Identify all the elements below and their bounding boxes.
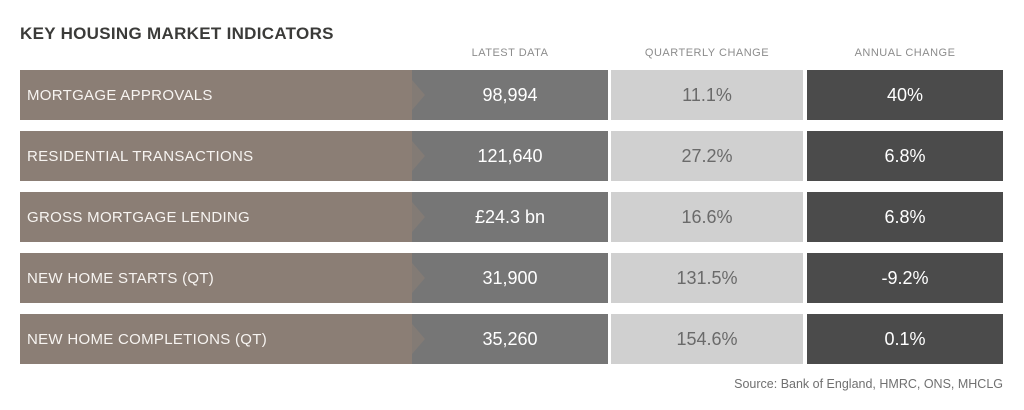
table-row-mortgage-approvals: MORTGAGE APPROVALS 98,994 11.1% 40%: [20, 70, 1003, 120]
arrow-right-icon: [412, 141, 425, 171]
column-header-quarterly-change: QUARTERLY CHANGE: [644, 47, 770, 59]
column-header-latest-data: LATEST DATA: [471, 47, 549, 59]
arrow-right-icon: [412, 263, 425, 293]
arrow-right-icon: [412, 324, 425, 354]
quarterly-change-value: 11.1%: [611, 70, 803, 120]
arrow-right-icon: [412, 80, 425, 110]
row-label: GROSS MORTGAGE LENDING: [20, 192, 425, 242]
table-row-new-home-completions: NEW HOME COMPLETIONS (QT) 35,260 154.6% …: [20, 314, 1003, 364]
annual-change-value: 40%: [807, 70, 1003, 120]
latest-data-value: 31,900: [412, 253, 608, 303]
quarterly-change-value: 16.6%: [611, 192, 803, 242]
column-header-row: LATEST DATA QUARTERLY CHANGE ANNUAL CHAN…: [20, 46, 1003, 60]
quarterly-change-value: 27.2%: [611, 131, 803, 181]
housing-indicators-infographic: KEY HOUSING MARKET INDICATORS LATEST DAT…: [0, 24, 1024, 410]
latest-data-value: 98,994: [412, 70, 608, 120]
table-row-new-home-starts: NEW HOME STARTS (QT) 31,900 131.5% -9.2%: [20, 253, 1003, 303]
annual-change-value: 6.8%: [807, 192, 1003, 242]
latest-data-value: 121,640: [412, 131, 608, 181]
source-attribution: Source: Bank of England, HMRC, ONS, MHCL…: [734, 377, 1003, 391]
table-row-residential-transactions: RESIDENTIAL TRANSACTIONS 121,640 27.2% 6…: [20, 131, 1003, 181]
annual-change-value: 0.1%: [807, 314, 1003, 364]
page-title: KEY HOUSING MARKET INDICATORS: [20, 24, 334, 43]
quarterly-change-value: 131.5%: [611, 253, 803, 303]
arrow-right-icon: [412, 202, 425, 232]
row-label: RESIDENTIAL TRANSACTIONS: [20, 131, 425, 181]
row-label: NEW HOME STARTS (QT): [20, 253, 425, 303]
row-label: MORTGAGE APPROVALS: [20, 70, 425, 120]
row-label-text: GROSS MORTGAGE LENDING: [27, 208, 251, 226]
row-label: NEW HOME COMPLETIONS (QT): [20, 314, 425, 364]
column-header-annual-change: ANNUAL CHANGE: [854, 47, 956, 59]
row-label-text: NEW HOME COMPLETIONS (QT): [27, 330, 267, 348]
quarterly-change-value: 154.6%: [611, 314, 803, 364]
latest-data-value: 35,260: [412, 314, 608, 364]
annual-change-value: 6.8%: [807, 131, 1003, 181]
latest-data-value: £24.3 bn: [412, 192, 608, 242]
table-row-gross-mortgage-lending: GROSS MORTGAGE LENDING £24.3 bn 16.6% 6.…: [20, 192, 1003, 242]
annual-change-value: -9.2%: [807, 253, 1003, 303]
row-label-text: MORTGAGE APPROVALS: [27, 86, 213, 104]
row-label-text: NEW HOME STARTS (QT): [27, 269, 215, 287]
row-label-text: RESIDENTIAL TRANSACTIONS: [27, 147, 254, 165]
